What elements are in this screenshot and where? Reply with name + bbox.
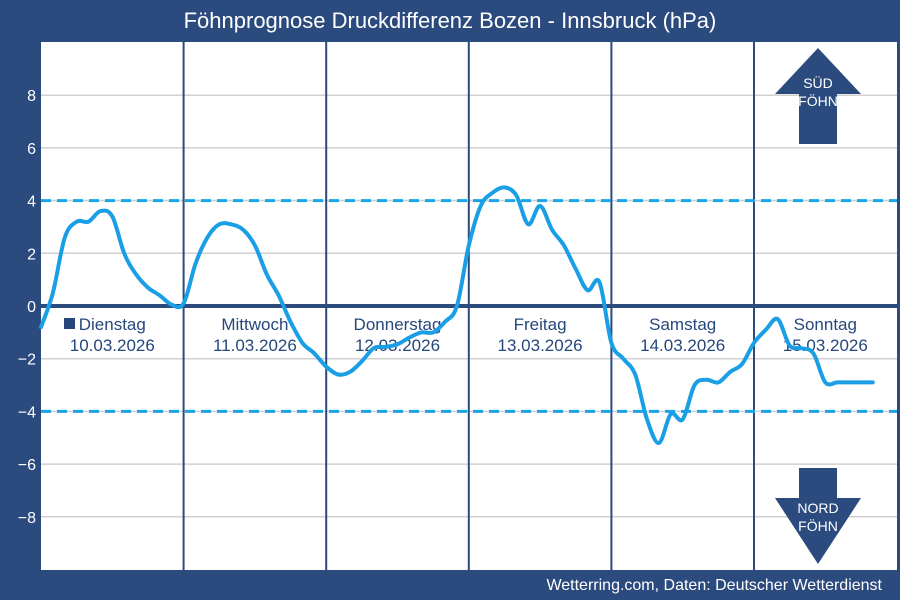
south-foehn-label-line1: SÜD [803, 74, 833, 91]
day-date: 15.03.2026 [783, 336, 868, 355]
day-name: Samstag [649, 315, 716, 334]
y-tick-label: 8 [27, 88, 36, 105]
threshold-lines [41, 199, 897, 413]
south-foehn-arrow [775, 48, 861, 144]
legend-marker [64, 318, 75, 329]
day-name: Freitag [514, 315, 567, 334]
day-date: 10.03.2026 [70, 336, 155, 355]
y-axis-ticks: 8 6 4 2 0 −2 −4 −6 −8 [18, 88, 36, 527]
day-name: Sonntag [794, 315, 857, 334]
day-name: Dienstag [79, 315, 146, 334]
source-credit: Wetterring.com, Daten: Deutscher Wetterd… [546, 577, 882, 594]
north-foehn-arrow [775, 468, 861, 564]
day-name: Mittwoch [221, 315, 288, 334]
north-foehn-label-line1: NORD [797, 500, 838, 516]
y-tick-label: −2 [18, 352, 36, 369]
day-date: 13.03.2026 [498, 336, 583, 355]
y-tick-label: 2 [27, 246, 36, 263]
y-tick-label: 6 [27, 141, 36, 158]
y-tick-label: 4 [27, 194, 36, 211]
day-name: Donnerstag [354, 315, 442, 334]
y-tick-label: −8 [18, 510, 36, 527]
south-foehn-label-line2: FÖHN [798, 92, 838, 109]
day-date: 14.03.2026 [640, 336, 725, 355]
chart-title: Föhnprognose Druckdifferenz Bozen - Inns… [184, 8, 717, 33]
north-foehn-label-line2: FÖHN [798, 517, 838, 534]
y-tick-label: −6 [18, 457, 36, 474]
y-tick-label: 0 [27, 299, 36, 316]
pressure-difference-line [39, 185, 875, 445]
day-date: 11.03.2026 [213, 336, 297, 355]
y-tick-label: −4 [18, 404, 36, 421]
